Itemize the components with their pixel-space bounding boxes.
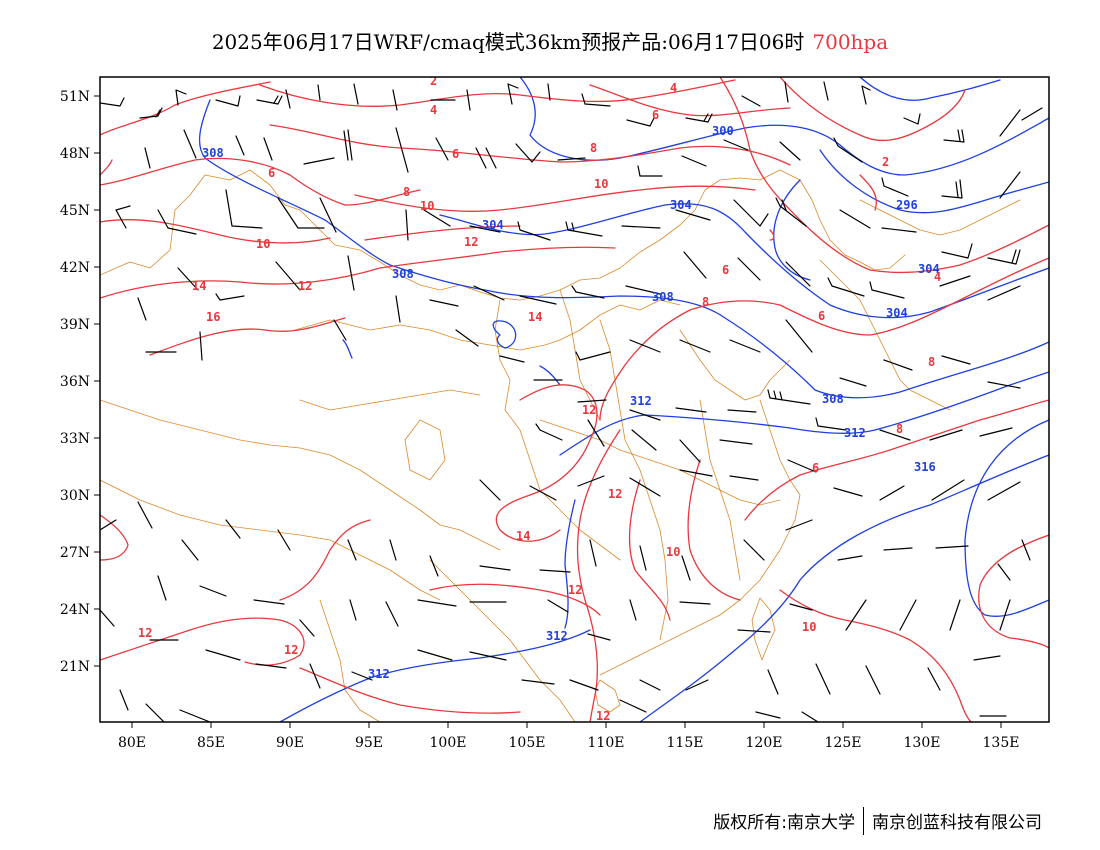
lon-tick-label: 130E [904,735,941,751]
temperature-label: 10 [802,620,816,634]
lon-tick-label: 110E [588,735,625,751]
temperature-contours [100,77,1049,722]
height-label: 308 [392,267,414,281]
temperature-label: 14 [528,310,542,324]
temperature-label: 4 [670,81,677,95]
lat-tick-label: 24N [60,602,90,618]
title-main: 2025年06月17日WRF/cmaq模式36km预报产品:06月17日06时 [211,30,805,54]
pressure-level: 700hpa [812,30,889,54]
lat-tick-label: 21N [60,659,90,675]
temperature-label: 6 [652,108,659,122]
temperature-label: 14 [192,279,206,293]
temperature-label: 12 [464,235,478,249]
temperature-label: 6 [722,263,729,277]
lon-tick-label: 120E [746,735,783,751]
plot-frame [99,76,1050,723]
temperature-label: 14 [516,529,530,543]
lon-tick-label: 105E [509,735,546,751]
temperature-label: 12 [298,279,312,293]
lat-tick-label: 45N [60,203,90,219]
temperature-label: 8 [403,185,410,199]
temperature-label: 6 [268,166,275,180]
height-labels: 308 300 304 296 308 308 304 304 312 308 … [202,124,940,681]
lat-tick-label: 27N [60,545,90,561]
lon-tick-label: 100E [430,735,467,751]
temperature-label: 8 [896,422,903,436]
lat-tick-label: 30N [60,488,90,504]
temperature-label: 6 [452,147,459,161]
boundary-lines [100,169,1021,722]
footer-credits: 版权所有:南京大学 南京创蓝科技有限公司 [713,807,1042,837]
lon-tick-label: 95E [355,735,383,751]
height-label: 304 [482,218,504,232]
lon-tick-label: 85E [197,735,225,751]
temperature-label: 12 [596,709,610,723]
longitude-axis [131,722,1002,728]
temperature-label: 6 [812,461,819,475]
height-label: 304 [886,306,908,320]
lat-tick-label: 51N [60,89,90,105]
temperature-label: 16 [206,310,220,324]
height-label: 312 [546,629,568,643]
height-label: 312 [630,394,652,408]
lat-tick-label: 33N [60,431,90,447]
temperature-label: 12 [138,626,152,640]
longitude-labels: 80E 85E 90E 95E 100E 105E 110E 115E 120E… [118,735,1020,751]
height-label: 304 [670,198,692,212]
lat-tick-label: 42N [60,260,90,276]
lon-tick-label: 90E [276,735,304,751]
lat-tick-label: 48N [60,146,90,162]
temperature-label: 4 [430,103,437,117]
lat-tick-label: 36N [60,374,90,390]
height-label: 316 [914,460,936,474]
temperature-label: 10 [666,545,680,559]
lon-tick-label: 135E [983,735,1020,751]
temperature-label: 10 [256,237,270,251]
height-label: 312 [368,667,390,681]
lat-tick-label: 39N [60,317,90,333]
height-label: 304 [918,262,940,276]
temperature-label: 12 [608,487,622,501]
temperature-label: 6 [818,309,825,323]
footer-divider [863,807,864,835]
temperature-label: 10 [594,177,608,191]
temperature-label: 12 [582,403,596,417]
temperature-label: 4 [934,270,941,284]
height-label: 308 [652,290,674,304]
height-label: 300 [712,124,734,138]
company-name: 南京创蓝科技有限公司 [872,813,1042,833]
height-label: 312 [844,426,866,440]
height-label: 308 [202,146,224,160]
temperature-label: 8 [590,141,597,155]
copyright-text: 版权所有:南京大学 [713,813,855,833]
temperature-label: 8 [702,295,709,309]
chart-title: 2025年06月17日WRF/cmaq模式36km预报产品:06月17日06时 7… [0,26,1100,55]
temperature-label: 2 [430,74,437,88]
latitude-labels: 51N 48N 45N 42N 39N 36N 33N 30N 27N 24N … [60,89,90,675]
temperature-label: 8 [928,355,935,369]
temperature-label: 10 [420,199,434,213]
temperature-labels: 2 4 4 6 6 8 8 6 10 10 10 12 14 16 14 8 6… [138,74,941,723]
wind-barbs [100,81,1043,722]
lon-tick-label: 115E [667,735,704,751]
temperature-label: 12 [284,643,298,657]
height-label: 296 [896,198,918,212]
lon-tick-label: 125E [825,735,862,751]
latitude-axis [94,95,100,667]
height-label: 308 [822,392,844,406]
temperature-label: 12 [568,583,582,597]
lon-tick-label: 80E [118,735,146,751]
temperature-label: 2 [882,155,889,169]
